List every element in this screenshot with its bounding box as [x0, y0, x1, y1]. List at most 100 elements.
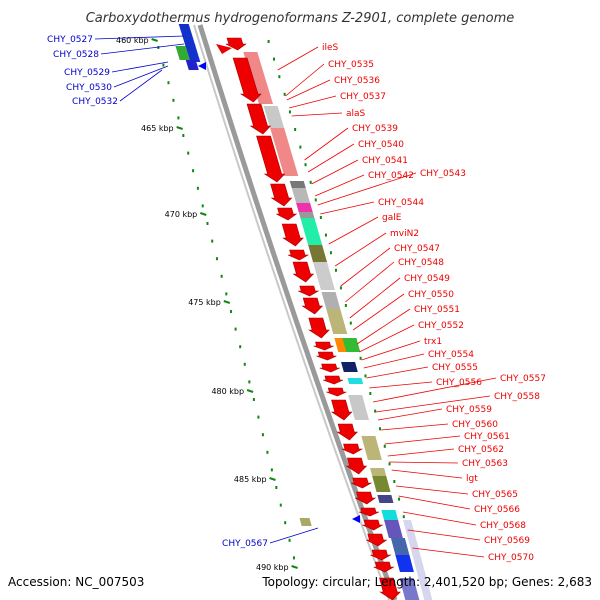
gene-label-CHY_0547[interactable]: CHY_0547 — [394, 244, 440, 254]
label-leader — [369, 381, 433, 389]
gene-label-CHY_0559[interactable]: CHY_0559 — [446, 405, 492, 415]
gene-label-CHY_0530[interactable]: CHY_0530 — [66, 83, 112, 93]
label-leader — [277, 46, 319, 71]
scale-dot — [192, 169, 195, 173]
scale-dot — [266, 450, 269, 454]
kbp-ticks: 460 kbp 465 kbp 470 kbp 475 kbp 480 kbp 485 k… — [116, 36, 298, 572]
label-leader — [286, 79, 331, 101]
gene-label-CHY_0557[interactable]: CHY_0557 — [500, 374, 546, 384]
scale-dot — [324, 233, 327, 237]
scale-dot — [292, 556, 295, 560]
gene-label-CHY_0569[interactable]: CHY_0569 — [484, 536, 530, 546]
label-leader — [389, 461, 459, 464]
gene-label-CHY_0568[interactable]: CHY_0568 — [480, 521, 526, 531]
reverse-feature — [299, 518, 312, 526]
kbp-label: 490 kbp — [256, 563, 289, 572]
label-leader — [384, 435, 461, 445]
kbp-label: 480 kbp — [211, 387, 244, 396]
scale-dot — [349, 321, 352, 325]
gene-label-CHY_0555[interactable]: CHY_0555 — [432, 363, 478, 373]
scale-dot — [239, 345, 242, 349]
gene-label-CHY_0554[interactable]: CHY_0554 — [428, 350, 474, 360]
label-leader — [361, 340, 421, 361]
label-leader — [340, 247, 391, 287]
gene-label-CHY_0529[interactable]: CHY_0529 — [64, 68, 110, 78]
scale-dot — [257, 415, 260, 419]
scale-dot — [229, 310, 232, 313]
gene-label-CHY_0565[interactable]: CHY_0565 — [472, 490, 518, 500]
label-leader — [334, 232, 387, 267]
forward-gene-arrow — [287, 249, 310, 261]
forward-gene-arrow — [256, 135, 286, 183]
gene-label-CHY_0570[interactable]: CHY_0570 — [488, 553, 534, 563]
gene-label-alaS[interactable]: alaS — [346, 109, 366, 119]
gene-label-CHY_0535[interactable]: CHY_0535 — [328, 60, 374, 70]
scale-dot — [211, 239, 214, 243]
gene-label-CHY_0527[interactable]: CHY_0527 — [47, 35, 93, 45]
gene-label-CHY_0532[interactable]: CHY_0532 — [72, 97, 118, 107]
gene-label-CHY_0541[interactable]: CHY_0541 — [362, 156, 408, 166]
scale-dot — [172, 98, 175, 102]
kbp-label: 475 kbp — [188, 298, 221, 307]
kbp-tick — [291, 565, 298, 569]
gene-label-CHY_0552[interactable]: CHY_0552 — [418, 321, 464, 331]
forward-gene-arrow — [341, 443, 364, 455]
gene-label-CHY_0540[interactable]: CHY_0540 — [358, 140, 404, 150]
forward-gene-arrow — [308, 317, 330, 339]
gene-label-CHY_0560[interactable]: CHY_0560 — [452, 420, 498, 430]
gene-label-CHY_0528[interactable]: CHY_0528 — [53, 50, 99, 60]
gene-label-CHY_0561[interactable]: CHY_0561 — [464, 432, 510, 442]
gene-label-CHY_0544[interactable]: CHY_0544 — [378, 198, 424, 208]
forward-feature — [342, 338, 361, 352]
scale-dot — [329, 251, 332, 255]
scale-dot — [196, 186, 199, 190]
gene-label-CHY_0556[interactable]: CHY_0556 — [436, 378, 482, 388]
gene-label-lgt[interactable]: lgt — [466, 474, 478, 484]
gene-label-CHY_0562[interactable]: CHY_0562 — [458, 445, 504, 455]
gene-label-CHY_0566[interactable]: CHY_0566 — [474, 505, 520, 515]
label-leader — [349, 277, 401, 319]
label-leader — [285, 63, 325, 97]
scale-dot — [270, 468, 273, 472]
gene-label-CHY_0558[interactable]: CHY_0558 — [494, 392, 540, 402]
forward-feature — [289, 181, 306, 188]
gene-label-CHY_0567[interactable]: CHY_0567 — [222, 539, 268, 549]
kbp-tick — [199, 212, 207, 216]
scale-dot — [252, 398, 255, 401]
gene-labels: ileS CHY_0535 CHY_0536 CHY_0537 alaS CHY_0539… — [47, 35, 546, 563]
gene-label-mviN2[interactable]: mviN2 — [390, 229, 419, 239]
scale-dot — [177, 116, 180, 120]
forward-feature — [381, 510, 399, 520]
forward-gene-arrow — [366, 533, 388, 547]
scale-dot — [284, 521, 287, 525]
gene-label-CHY_0548[interactable]: CHY_0548 — [398, 258, 444, 268]
gene-label-galE[interactable]: galE — [382, 213, 402, 223]
kbp-tick — [176, 126, 183, 130]
gene-label-CHY_0543[interactable]: CHY_0543 — [420, 169, 466, 179]
forward-feature — [291, 188, 311, 203]
gene-label-ileS[interactable]: ileS — [322, 43, 339, 53]
scale-dot — [364, 374, 367, 378]
gene-label-CHY_0563[interactable]: CHY_0563 — [462, 459, 508, 469]
forward-feature — [296, 203, 313, 212]
gene-label-CHY_0536[interactable]: CHY_0536 — [334, 76, 380, 86]
label-leader — [363, 353, 425, 369]
scale-dot — [162, 63, 165, 67]
kbp-label: 470 kbp — [165, 210, 198, 219]
gene-label-CHY_0551[interactable]: CHY_0551 — [414, 305, 460, 315]
forward-gene-arrow — [281, 223, 304, 247]
gene-label-CHY_0550[interactable]: CHY_0550 — [408, 290, 454, 300]
gene-label-trx1[interactable]: trx1 — [424, 337, 442, 347]
scale-dot — [359, 356, 362, 360]
gene-label-CHY_0539[interactable]: CHY_0539 — [352, 124, 398, 134]
reverse-feature — [185, 60, 199, 70]
label-leader — [391, 469, 463, 479]
label-leader — [352, 293, 405, 331]
forward-gene-arrow — [225, 37, 247, 51]
kbp-tick — [151, 38, 158, 42]
gene-label-CHY_0542[interactable]: CHY_0542 — [368, 171, 414, 181]
reverse-strand-features — [175, 24, 360, 526]
forward-feature — [390, 538, 410, 556]
gene-label-CHY_0549[interactable]: CHY_0549 — [404, 274, 450, 284]
gene-label-CHY_0537[interactable]: CHY_0537 — [340, 92, 386, 102]
